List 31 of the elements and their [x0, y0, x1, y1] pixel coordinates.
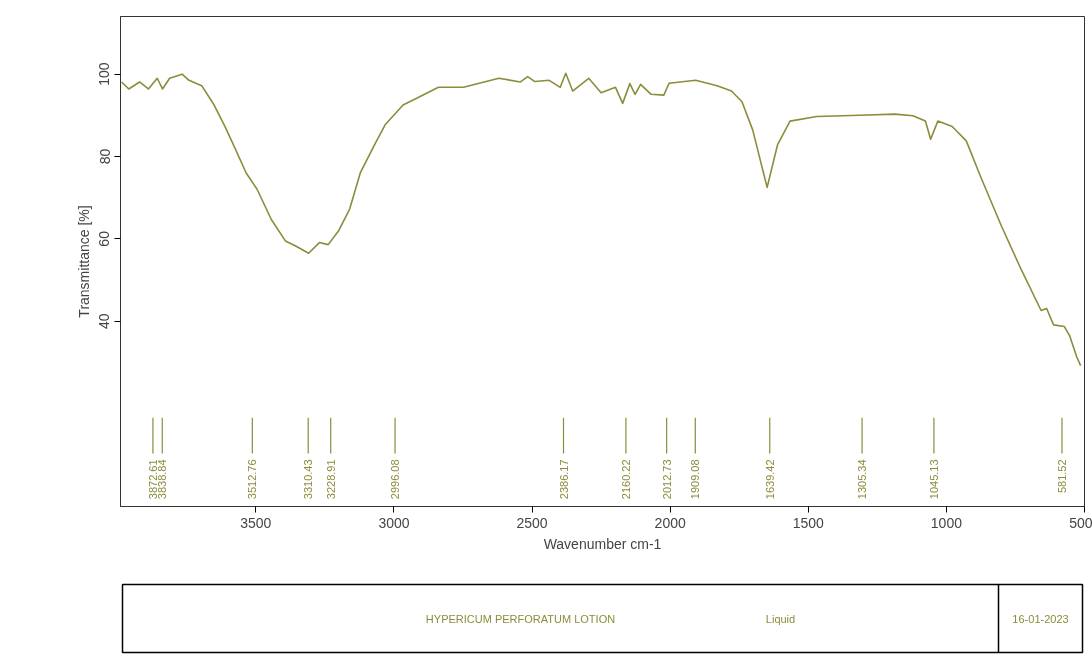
ref-line-label: 3872.61 — [146, 459, 159, 500]
ref-line-label: 2012.73 — [660, 459, 673, 500]
ref-line-label: 1305.34 — [856, 459, 869, 500]
line-series — [120, 72, 1082, 367]
y-tick-label: 60 — [96, 230, 113, 247]
ref-line-label: 3838.84 — [156, 459, 169, 500]
ref-line-label: 3310.43 — [302, 459, 315, 500]
text: 16-01-2023 — [1012, 612, 1069, 625]
x-tick-label: 3000 — [378, 514, 410, 531]
x-tick-label: 1500 — [792, 514, 825, 531]
x-tick-label: 3500 — [240, 514, 272, 531]
x-axis-title: Wavenumber cm-1 — [543, 535, 662, 552]
x-tick-label: 2500 — [516, 514, 548, 531]
ref-line-label: 1639.42 — [763, 459, 776, 500]
y-tick-label: 40 — [96, 313, 113, 329]
ref-line-label: 2386.17 — [557, 459, 570, 500]
ref-line-label: 1909.08 — [689, 459, 702, 500]
ref-line-label: 3512.76 — [246, 459, 259, 500]
text: Liquid — [765, 612, 796, 625]
ref-line-label: 581.52 — [1055, 459, 1068, 494]
y-tick-label: 100 — [96, 62, 113, 86]
ref-line-label: 2996.08 — [389, 459, 402, 500]
x-tick-label: 500 — [1069, 514, 1092, 531]
ref-line-label: 1045.13 — [927, 459, 940, 500]
text: HYPERICUM PERFORATUM LOTION — [425, 612, 616, 625]
y-tick-label: 80 — [96, 148, 113, 165]
x-tick-label: 2000 — [654, 514, 686, 531]
x-tick-label: 1000 — [930, 514, 963, 531]
ref-line-label: 3228.91 — [324, 459, 337, 500]
ref-line-label: 2160.22 — [619, 459, 632, 500]
y-axis-title: Transmittance [%] — [75, 205, 92, 318]
